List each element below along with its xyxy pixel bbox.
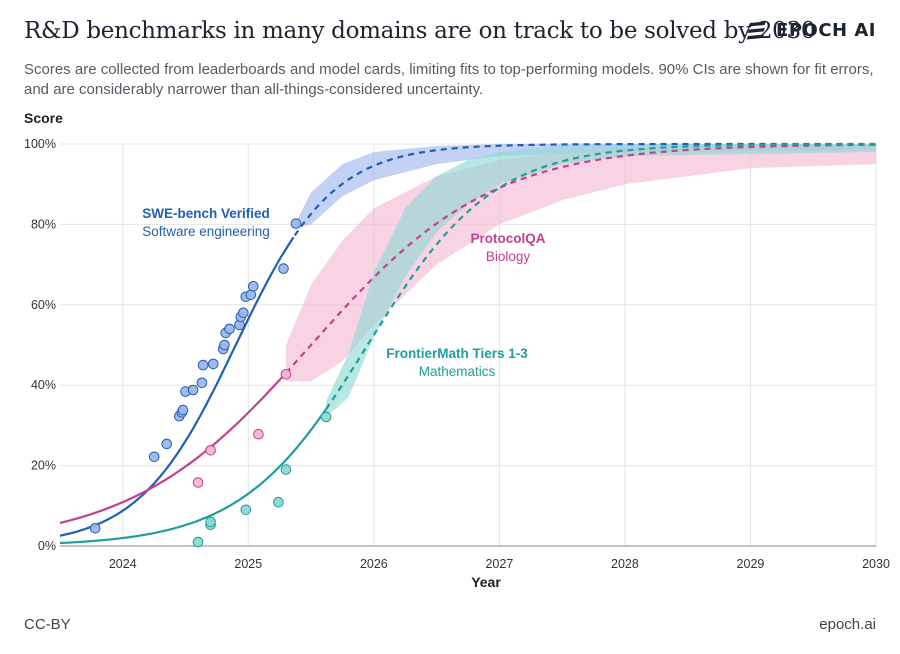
data-point — [187, 384, 199, 396]
fit-line-solid — [60, 408, 328, 545]
data-point — [224, 323, 235, 335]
fit-line-projection — [293, 142, 876, 237]
data-point — [197, 359, 209, 371]
data-point — [278, 263, 289, 274]
y-tick-label: 60% — [31, 298, 56, 312]
y-tick-label: 0% — [38, 539, 56, 553]
plot-area — [60, 142, 876, 548]
data-point — [290, 218, 302, 229]
data-point — [89, 523, 101, 534]
data-point — [161, 438, 172, 450]
chart-title: R&D benchmarks in many domains are on tr… — [24, 18, 816, 44]
series-label-name: FrontierMath Tiers 1-3 — [386, 346, 528, 361]
x-tick-label: 2025 — [234, 557, 262, 571]
license-label: CC-BY — [24, 616, 71, 633]
chart-subtitle: Scores are collected from leaderboards a… — [24, 61, 874, 98]
x-tick-label: 2028 — [611, 557, 639, 571]
fit-line-solid — [60, 372, 287, 525]
y-tick-label: 100% — [24, 137, 56, 151]
x-tick-label: 2030 — [862, 557, 890, 571]
data-point — [273, 496, 284, 508]
data-point — [253, 428, 264, 440]
data-point — [207, 358, 219, 370]
data-point — [240, 504, 252, 516]
fit-line-projection — [325, 143, 876, 410]
epoch-ai-logo[interactable]: EPOCH AI — [746, 20, 876, 41]
data-point — [192, 536, 204, 548]
fit-line-projection — [285, 143, 876, 374]
data-point — [177, 404, 189, 416]
data-point — [320, 411, 332, 423]
logo-text: EPOCH AI — [776, 20, 876, 41]
site-link[interactable]: epoch.ai — [819, 616, 876, 633]
fit-line-solid — [60, 236, 295, 537]
series-label-name: SWE-bench Verified — [142, 206, 270, 221]
data-point — [148, 451, 160, 463]
data-point — [205, 445, 216, 456]
x-tick-label: 2029 — [737, 557, 765, 571]
data-point — [248, 281, 259, 292]
data-point — [280, 369, 292, 380]
y-tick-label: 40% — [31, 378, 56, 392]
x-tick-label: 2024 — [109, 557, 137, 571]
y-tick-label: 80% — [31, 217, 56, 231]
data-point — [280, 464, 292, 475]
epoch-logo-icon — [746, 21, 767, 39]
series-label-domain: Biology — [486, 249, 531, 264]
y-tick-label: 20% — [31, 459, 56, 473]
data-point — [205, 516, 216, 528]
data-point — [196, 377, 208, 389]
data-point — [192, 477, 204, 488]
x-tick-label: 2026 — [360, 557, 388, 571]
series-label-domain: Mathematics — [419, 364, 496, 379]
x-axis-title: Year — [471, 574, 501, 590]
series-label-domain: Software engineering — [142, 224, 270, 239]
series-label-name: ProtocolQA — [470, 231, 545, 246]
data-point — [238, 307, 249, 319]
y-axis-title: Score — [24, 110, 63, 126]
x-tick-label: 2027 — [485, 557, 513, 571]
data-point — [219, 339, 230, 351]
